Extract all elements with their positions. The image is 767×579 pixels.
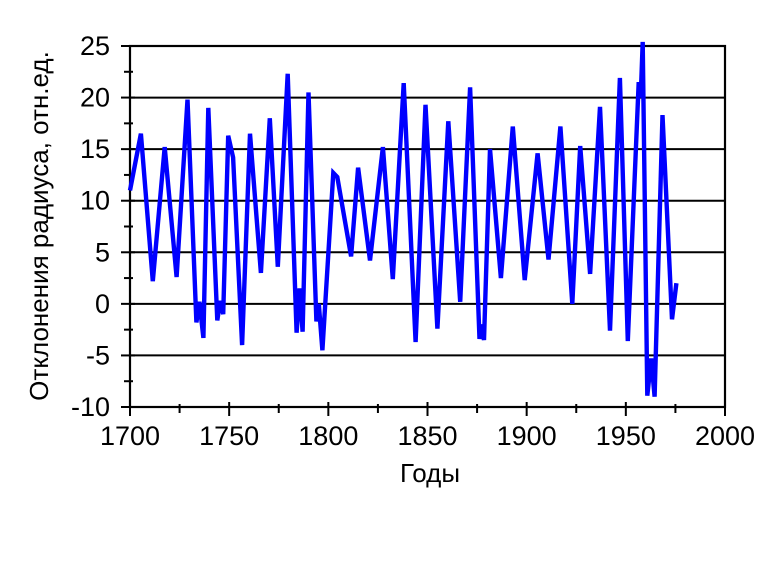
y-tick-label: 25 <box>80 31 110 61</box>
series-layer <box>127 41 679 397</box>
y-tick-label: -5 <box>86 340 110 370</box>
y-tick-label: 5 <box>95 237 110 267</box>
data-series-line <box>127 41 679 397</box>
x-axis-title: Годы <box>400 458 460 488</box>
x-tick-label: 1700 <box>100 421 160 451</box>
x-tick-label: 1950 <box>596 421 656 451</box>
x-tick-label: 2000 <box>695 421 755 451</box>
x-tick-label: 1750 <box>199 421 259 451</box>
y-tick-label: 15 <box>80 134 110 164</box>
y-tick-label: 10 <box>80 186 110 216</box>
x-tick-label: 1900 <box>497 421 557 451</box>
ticks-layer <box>121 45 726 416</box>
y-tick-label: 0 <box>95 289 110 319</box>
y-tick-label: -10 <box>71 392 110 422</box>
y-axis-title: Отклонения радиуса, отн.ед. <box>24 51 54 401</box>
y-tick-label: 20 <box>80 83 110 113</box>
x-tick-label: 1850 <box>397 421 457 451</box>
x-tick-label: 1800 <box>298 421 358 451</box>
